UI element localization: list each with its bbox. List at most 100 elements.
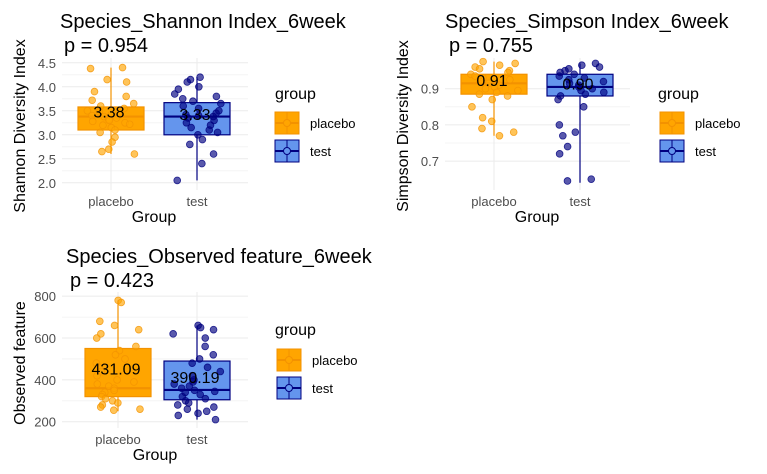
shannon-point-placebo: [129, 99, 138, 108]
observed-point-placebo: [93, 380, 102, 388]
shannon-point-test: [213, 128, 222, 137]
shannon-point-test: [217, 99, 225, 108]
observed-point-placebo: [117, 298, 125, 307]
simpson-mean-label-placebo: 0.91: [476, 73, 507, 90]
shannon-xtick-label-test: test: [187, 194, 208, 209]
observed-yticks: 200 400 600 800: [34, 289, 56, 430]
observed-point-test: [183, 405, 192, 413]
simpson-ylabel: Simpson Diversity Index: [395, 40, 412, 212]
shannon-ytick-label: 2.0: [38, 176, 56, 191]
shannon-pvalue: p = 0.954: [64, 35, 148, 57]
observed-point-placebo: [110, 321, 119, 330]
observed-point-test: [196, 323, 205, 332]
shannon-xtick-label-placebo: placebo: [88, 194, 134, 209]
simpson-point-test: [570, 70, 578, 79]
observed-point-test: [174, 411, 183, 420]
shannon-ylabel: Shannon Diversity Index: [12, 39, 29, 212]
observed-point-placebo: [130, 378, 138, 386]
shannon-legend-label-test: test: [310, 144, 331, 159]
simpson-yticks: 0.7 0.8 0.9: [421, 82, 439, 169]
observed-point-placebo: [96, 403, 105, 411]
observed-point-test: [209, 350, 218, 359]
shannon-point-placebo: [112, 114, 121, 122]
shannon-ytick-label: 2.5: [38, 152, 56, 167]
observed-point-placebo: [96, 317, 104, 326]
simpson-legend-key-test: [659, 139, 685, 163]
simpson-point-test: [554, 95, 562, 104]
shannon-point-test: [183, 78, 192, 86]
observed-point-test: [209, 325, 218, 334]
simpson-point-test: [587, 175, 596, 183]
shannon-point-placebo: [95, 107, 104, 116]
simpson-point-placebo: [492, 88, 501, 97]
observed-legend-label-placebo: placebo: [312, 353, 358, 368]
simpson-point-test: [563, 142, 572, 151]
simpson-point-placebo: [488, 95, 497, 104]
shannon-point-test: [179, 102, 188, 110]
simpson-legend-label-placebo: placebo: [695, 116, 741, 131]
observed-point-placebo: [101, 394, 110, 403]
shannon-point-placebo: [122, 78, 131, 86]
shannon-point-placebo: [118, 63, 127, 72]
shannon-xticks: placebo test: [88, 194, 208, 209]
shannon-point-test: [170, 90, 179, 98]
shannon-point-placebo: [83, 107, 92, 115]
shannon-point-placebo: [96, 128, 104, 137]
shannon-xlabel: Group: [132, 209, 177, 226]
observed-point-test: [185, 382, 194, 390]
shannon-point-test: [212, 92, 221, 101]
simpson-xtick-label-test: test: [570, 194, 591, 209]
observed-point-test: [188, 359, 196, 367]
shannon-point-test: [189, 97, 197, 105]
simpson-mean-labels: 0.91 0.90: [476, 73, 593, 94]
simpson-points: [467, 57, 608, 185]
simpson-title: Species_Simpson Index_6week: [445, 11, 730, 33]
observed-ytick-label: 400: [34, 373, 56, 388]
simpson-point-test: [559, 131, 567, 140]
observed-point-test: [210, 403, 218, 411]
shannon-point-test: [187, 123, 195, 132]
shannon-yticks: 2.0 2.5 3.0 3.5 4.0 4.5: [38, 56, 56, 191]
shannon-legend: group placebo test: [274, 86, 356, 163]
observed-xlabel: Group: [133, 447, 178, 464]
observed-panel: Species_Observed feature_6week p = 0.423…: [12, 246, 373, 464]
shannon-mean-labels: 3.38 3.33: [93, 105, 210, 124]
simpson-point-test: [555, 150, 564, 158]
simpson-point-test: [599, 77, 608, 86]
shannon-point-test: [186, 140, 194, 149]
observed-point-test: [201, 342, 209, 351]
observed-point-placebo: [110, 386, 118, 395]
simpson-point-placebo: [484, 79, 493, 88]
observed-point-placebo: [113, 376, 121, 384]
simpson-legend-title: group: [658, 86, 699, 103]
shannon-point-placebo: [104, 145, 113, 154]
simpson-point-test: [581, 90, 590, 98]
shannon-mean-label-test: 3.33: [179, 107, 210, 124]
shannon-title: Species_Shannon Index_6week: [60, 11, 347, 33]
simpson-point-placebo: [487, 117, 496, 126]
shannon-point-placebo: [88, 117, 97, 126]
shannon-point-test: [173, 176, 182, 185]
shannon-point-placebo: [111, 126, 119, 134]
simpson-ytick-label: 0.7: [421, 154, 439, 169]
simpson-legend: group placebo test: [658, 86, 741, 163]
shannon-point-test: [205, 126, 214, 134]
shannon-legend-key-placebo: [274, 111, 300, 135]
observed-point-test: [202, 407, 211, 416]
simpson-mean-label-test: 0.90: [562, 77, 593, 94]
simpson-point-test: [571, 128, 580, 136]
simpson-point-placebo: [511, 59, 519, 68]
observed-ytick-label: 200: [34, 415, 56, 430]
observed-point-placebo: [111, 350, 120, 359]
simpson-point-placebo: [506, 75, 514, 84]
shannon-ytick-label: 3.0: [38, 128, 56, 143]
observed-point-test: [216, 367, 225, 376]
simpson-ytick-label: 0.8: [421, 118, 439, 133]
simpson-point-test: [580, 74, 589, 82]
shannon-point-placebo: [105, 116, 114, 125]
observed-legend-key-test: [276, 376, 302, 400]
observed-point-placebo: [92, 334, 101, 342]
shannon-legend-title: group: [275, 86, 316, 103]
observed-xticks: placebo test: [95, 432, 208, 447]
shannon-point-test: [198, 135, 207, 144]
